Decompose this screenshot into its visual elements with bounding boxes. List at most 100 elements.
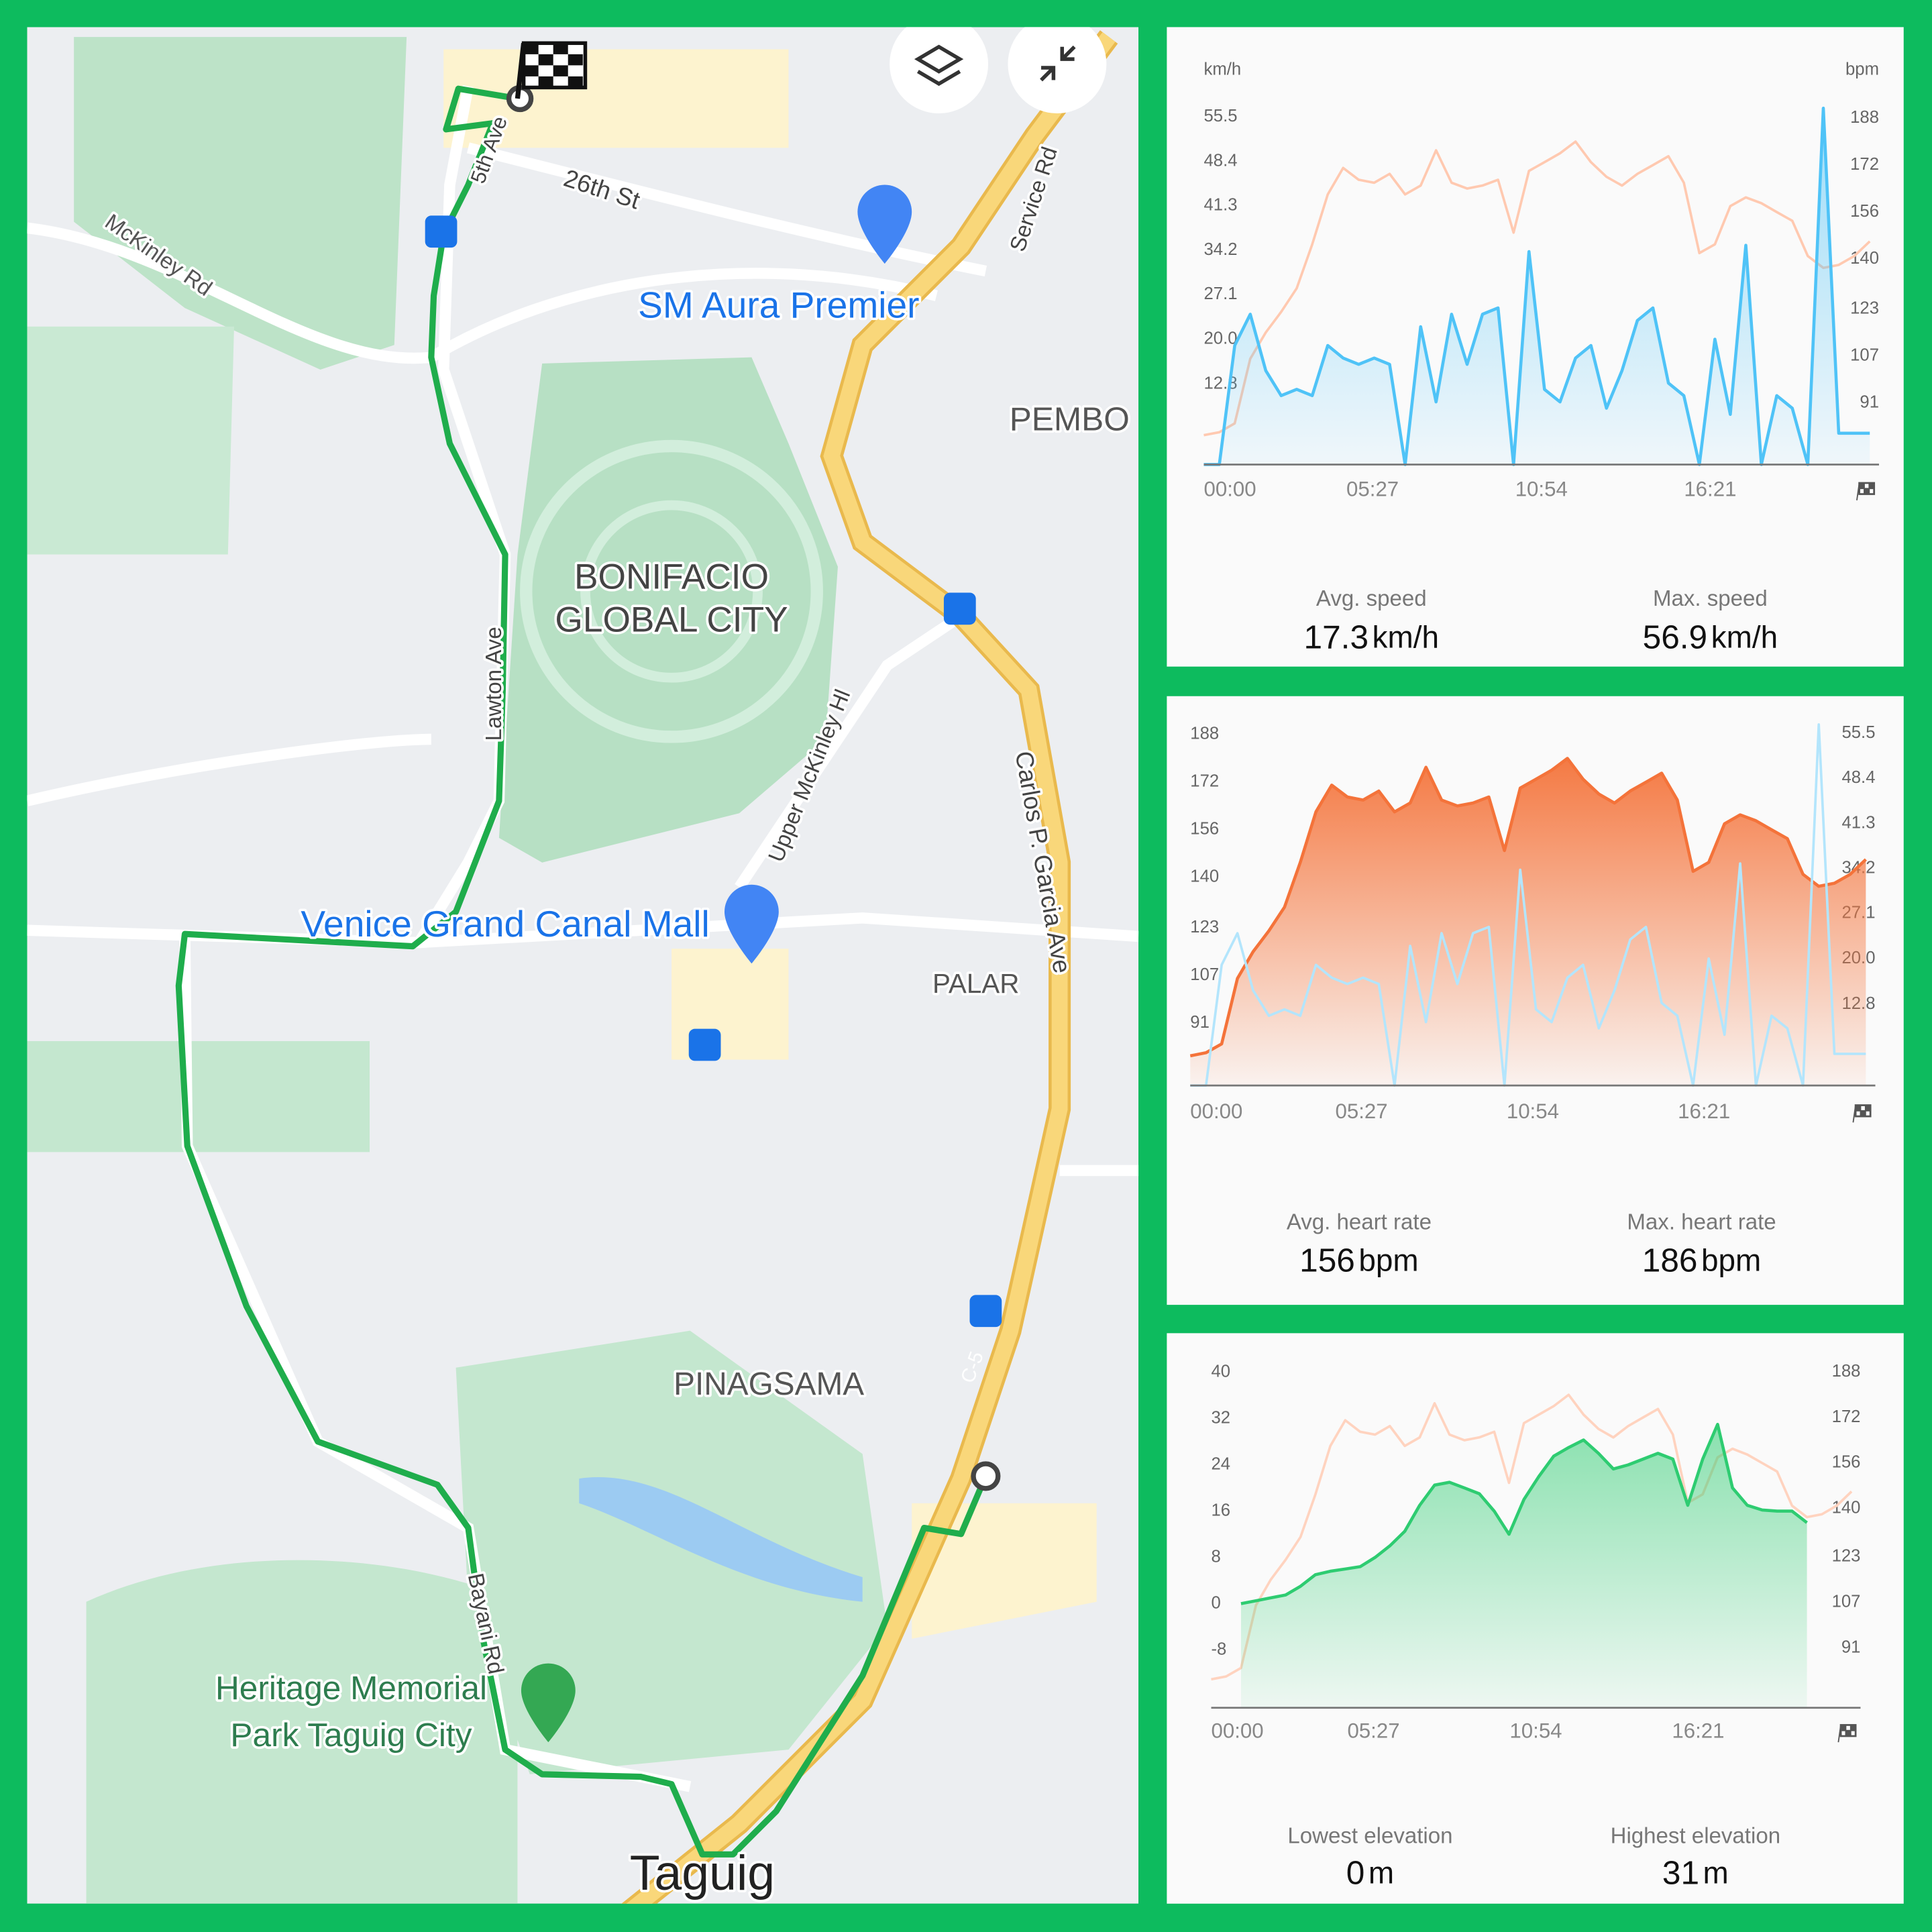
park: [86, 1560, 518, 1904]
x-tick-label: 05:27: [1336, 1099, 1388, 1123]
tick-label: 107: [1190, 965, 1219, 984]
tick-label: 172: [1832, 1407, 1861, 1426]
tick-label: 123: [1850, 299, 1879, 317]
tick-label: 123: [1190, 918, 1219, 936]
stat-value: 186 bpm: [1642, 1242, 1762, 1279]
bus-stops: [425, 215, 1002, 1328]
collapse-icon: [1040, 45, 1076, 82]
series-line: [1240, 1422, 1808, 1605]
stat-unit: m: [1703, 1856, 1729, 1890]
water: [579, 1477, 863, 1602]
map-label: Heritage Memorial: [215, 1669, 487, 1707]
stat-number: 156: [1299, 1242, 1355, 1279]
tick-label: -8: [1212, 1640, 1227, 1658]
park: [74, 37, 407, 370]
park: [498, 357, 838, 863]
layers-button[interactable]: [890, 15, 989, 113]
tick-label: 20.0: [1203, 329, 1237, 348]
finish-icon: [1837, 1724, 1857, 1743]
y2-axis-unit: bpm: [1845, 60, 1879, 78]
tick-label: 188: [1832, 1362, 1861, 1381]
y-axis-unit: km/h: [1203, 60, 1241, 78]
stat-label: Avg. heart rate: [1287, 1210, 1432, 1235]
shopping-pins: [724, 184, 912, 964]
stat-label: Max. heart rate: [1627, 1210, 1776, 1235]
series-area: [1203, 108, 1870, 465]
x-tick-label: 10:54: [1509, 1719, 1562, 1743]
tick-label: 41.3: [1841, 813, 1875, 832]
map-label: Lawton Ave: [482, 627, 506, 741]
tick-label: 55.5: [1203, 107, 1237, 125]
map-label: Park Taguig City: [230, 1716, 472, 1754]
stat-value: 31 m: [1662, 1854, 1729, 1892]
series-area: [1240, 1424, 1807, 1708]
park-pin: [521, 1663, 576, 1743]
x-tick-label: 05:27: [1347, 1719, 1399, 1743]
stat-label: Highest elevation: [1611, 1823, 1781, 1848]
tick-label: 24: [1212, 1454, 1231, 1473]
map-label: PINAGSAMA: [674, 1366, 864, 1402]
stat-value: 17.3 km/h: [1304, 618, 1439, 655]
stat-number: 56.9: [1643, 618, 1708, 655]
stat-value: 56.9 km/h: [1643, 618, 1778, 655]
tick-label: 0: [1212, 1593, 1221, 1612]
chart: 9110712314015617218812.820.027.134.241.3…: [1189, 723, 1876, 1279]
tick-label: 172: [1190, 772, 1219, 791]
map-label: PEMBO: [1010, 400, 1130, 437]
park: [455, 1330, 888, 1774]
tick-label: 8: [1212, 1547, 1221, 1566]
stat-unit: km/h: [1711, 619, 1778, 654]
tick-label: 140: [1190, 867, 1219, 886]
park-ring: [520, 439, 823, 743]
stat-number: 186: [1642, 1242, 1698, 1279]
map-label: SM Aura Premier: [638, 284, 919, 326]
series-line: [1203, 106, 1870, 466]
tick-label: 107: [1832, 1593, 1861, 1611]
park: [27, 1041, 370, 1152]
chart: km/h bpm12.820.027.134.241.348.455.591107…: [1203, 60, 1879, 655]
stat-unit: bpm: [1358, 1243, 1418, 1278]
tick-label: 140: [1850, 249, 1879, 268]
tick-label: 188: [1850, 108, 1879, 127]
stat-number: 0: [1346, 1854, 1365, 1892]
chart: -8 0 8 16 24 32 40 91 107 123 140 156 172 188 00:00 05:…: [1211, 1362, 1861, 1892]
park-ring: [580, 500, 763, 683]
map-label: BONIFACIO: [574, 557, 769, 596]
stat-value: 156 bpm: [1299, 1242, 1419, 1279]
tick-label: 16: [1212, 1501, 1231, 1519]
series-line: [1190, 723, 1866, 1087]
series-line: [1211, 1393, 1853, 1681]
route: [175, 85, 989, 1858]
highway: [626, 32, 1116, 1904]
map-label: Venice Grand Canal Mall: [301, 903, 709, 945]
stat-number: 17.3: [1304, 618, 1369, 655]
map-label: Taguig: [630, 1845, 775, 1900]
stat-label: Max. speed: [1653, 586, 1768, 611]
finish-icon: [1856, 482, 1875, 500]
collapse-button[interactable]: [1008, 15, 1107, 113]
x-tick-label: 10:54: [1515, 477, 1568, 500]
x-tick-label: 10:54: [1507, 1099, 1559, 1123]
stat-unit: bpm: [1701, 1243, 1761, 1278]
tick-label: 107: [1850, 345, 1879, 364]
finish-icon: [1852, 1104, 1872, 1123]
stat-number: 31: [1662, 1854, 1699, 1892]
stat-label: Avg. speed: [1316, 586, 1427, 611]
tick-label: 91: [1841, 1638, 1861, 1656]
tick-label: 55.5: [1841, 723, 1875, 742]
tick-label: 27.1: [1203, 284, 1237, 303]
x-tick-label: 16:21: [1672, 1719, 1724, 1743]
x-tick-label: 00:00: [1203, 477, 1256, 500]
commercial-area: [912, 1503, 1097, 1639]
tick-label: 48.4: [1203, 151, 1237, 170]
tick-label: 91: [1190, 1013, 1210, 1032]
tick-label: 40: [1212, 1362, 1231, 1381]
layers-icon: [914, 44, 964, 87]
park: [27, 326, 234, 555]
tick-label: 156: [1850, 202, 1879, 221]
tick-label: 32: [1212, 1408, 1231, 1427]
x-tick-label: 00:00: [1190, 1099, 1242, 1123]
tick-label: 156: [1832, 1453, 1861, 1472]
